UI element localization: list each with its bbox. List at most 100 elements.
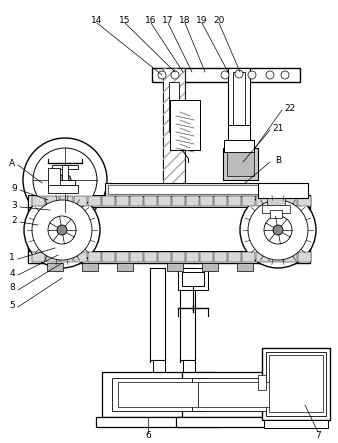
Bar	[214, 196, 227, 206]
Bar	[258, 183, 308, 198]
Bar	[267, 198, 285, 208]
Bar	[262, 205, 290, 213]
Bar	[228, 68, 250, 158]
Bar	[153, 360, 165, 372]
Bar	[46, 252, 59, 262]
Bar	[116, 252, 129, 262]
Bar	[224, 140, 254, 152]
Bar	[214, 252, 227, 262]
Bar	[269, 355, 323, 412]
Bar	[32, 252, 45, 262]
Bar	[183, 360, 195, 372]
Bar	[163, 68, 185, 188]
Text: 19: 19	[196, 16, 208, 24]
Bar	[62, 165, 68, 183]
Bar	[270, 252, 283, 262]
Bar	[74, 196, 87, 206]
Text: 15: 15	[119, 16, 131, 24]
Bar	[144, 196, 157, 206]
Text: 3: 3	[11, 201, 17, 210]
Bar	[242, 196, 255, 206]
Bar	[47, 263, 63, 271]
Circle shape	[221, 71, 229, 79]
Text: 4: 4	[9, 268, 15, 277]
Bar	[284, 252, 297, 262]
Bar	[242, 252, 255, 262]
Bar	[200, 196, 213, 206]
Bar	[102, 252, 115, 262]
Bar	[223, 148, 258, 180]
Bar	[228, 125, 250, 148]
Circle shape	[59, 174, 71, 186]
Bar	[178, 268, 208, 290]
Bar	[228, 196, 241, 206]
Bar	[163, 68, 185, 188]
Text: 8: 8	[9, 284, 15, 292]
Text: 1: 1	[9, 253, 15, 261]
Bar	[186, 196, 199, 206]
Bar	[228, 252, 241, 262]
Bar	[130, 196, 143, 206]
Bar	[130, 252, 143, 262]
Circle shape	[48, 216, 76, 244]
Circle shape	[281, 71, 289, 79]
Bar	[284, 196, 297, 206]
Bar	[117, 263, 133, 271]
Text: 20: 20	[213, 16, 225, 24]
Bar	[262, 348, 330, 420]
Circle shape	[248, 71, 256, 79]
Text: 18: 18	[179, 16, 191, 24]
Bar	[233, 72, 245, 127]
Text: A: A	[9, 159, 15, 167]
Bar	[28, 195, 310, 207]
Bar	[167, 263, 183, 271]
Bar	[108, 185, 297, 194]
Bar	[158, 196, 171, 206]
Text: 14: 14	[91, 16, 103, 24]
Bar	[52, 165, 78, 169]
Bar	[60, 196, 73, 206]
Bar	[202, 263, 218, 271]
Circle shape	[273, 225, 283, 235]
Bar	[88, 252, 101, 262]
Bar	[60, 252, 73, 262]
Bar	[55, 180, 75, 185]
Bar	[82, 263, 98, 271]
Bar	[256, 196, 269, 206]
Circle shape	[158, 71, 166, 79]
Circle shape	[248, 200, 308, 260]
Bar	[237, 263, 253, 271]
Bar	[192, 378, 284, 411]
Circle shape	[171, 71, 179, 79]
Text: 22: 22	[284, 104, 296, 113]
Bar	[227, 152, 254, 176]
Bar	[116, 196, 129, 206]
Circle shape	[24, 192, 100, 268]
Bar	[270, 196, 283, 206]
Bar	[150, 268, 165, 360]
Text: 16: 16	[145, 16, 157, 24]
Text: 17: 17	[162, 16, 174, 24]
Bar	[186, 252, 199, 262]
Bar	[170, 100, 200, 150]
Bar	[169, 82, 179, 132]
Text: 6: 6	[145, 431, 151, 439]
Bar	[258, 375, 266, 390]
Bar	[46, 196, 59, 206]
Circle shape	[23, 138, 107, 222]
Bar	[28, 251, 310, 263]
Bar	[182, 272, 204, 286]
Circle shape	[32, 200, 92, 260]
Bar	[102, 372, 214, 417]
Bar	[112, 378, 204, 411]
Circle shape	[33, 148, 97, 212]
Text: 7: 7	[315, 431, 321, 439]
Bar	[32, 196, 45, 206]
Text: B: B	[275, 155, 281, 164]
Bar	[144, 252, 157, 262]
Bar	[74, 252, 87, 262]
Bar	[298, 196, 311, 206]
Circle shape	[264, 216, 292, 244]
Text: 2: 2	[11, 215, 17, 225]
Bar	[102, 196, 115, 206]
